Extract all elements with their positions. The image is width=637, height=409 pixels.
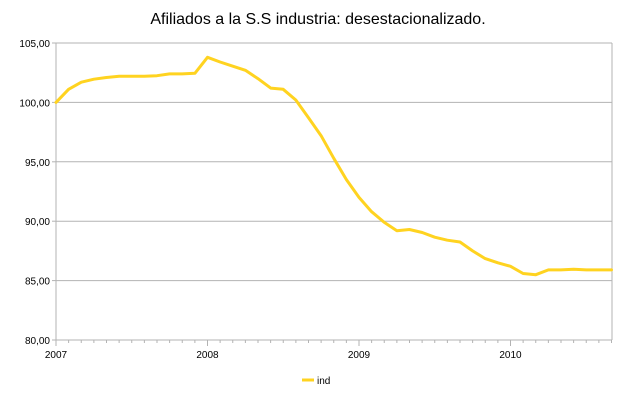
y-tick-label: 100,00 [19, 98, 50, 109]
y-tick-label: 85,00 [25, 277, 50, 288]
x-tick-label: 2008 [196, 350, 219, 361]
x-tick-label: 2007 [45, 350, 68, 361]
x-axis-ticks: 2007 2008 2009 2010 [45, 340, 612, 361]
grid [56, 43, 612, 340]
legend: ind [302, 376, 330, 387]
x-tick-label: 2010 [499, 350, 522, 361]
chart-title: Afiliados a la S.S industria: desestacio… [150, 11, 485, 28]
y-tick-label: 105,00 [19, 39, 50, 50]
y-tick-label: 90,00 [25, 217, 50, 228]
x-tick-label: 2009 [348, 350, 371, 361]
y-tick-label: 80,00 [25, 336, 50, 347]
y-axis-ticks: 80,00 85,00 90,00 95,00 100,00 105,00 [19, 39, 56, 347]
series-layer [56, 57, 612, 274]
legend-label: ind [317, 376, 330, 387]
y-tick-label: 95,00 [25, 158, 50, 169]
series-line-ind [56, 57, 612, 274]
